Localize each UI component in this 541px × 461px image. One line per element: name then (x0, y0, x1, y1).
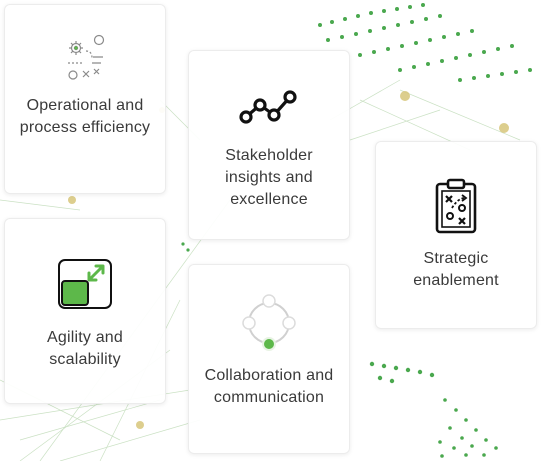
card-label: Strategic enablement (413, 250, 499, 289)
strategy-clipboard-icon (435, 178, 477, 234)
line-trend-icon (239, 90, 297, 124)
card-agility-scalability: Agility and scalability (4, 218, 166, 404)
card-stakeholder-insights: Stakeholder insights and excellence (188, 50, 350, 240)
gears-process-icon (68, 34, 105, 80)
card-operational-efficiency: Operational and process efficiency (4, 4, 166, 194)
expand-scale-icon (58, 259, 112, 309)
card-label: Stakeholder insights and excellence (225, 147, 313, 208)
card-label: Operational and process efficiency (19, 97, 151, 136)
card-collaboration-communication: Collaboration and communication (188, 264, 350, 454)
network-circle-icon (242, 294, 296, 351)
card-label: Collaboration and communication (204, 367, 334, 406)
card-label: Agility and scalability (46, 329, 124, 368)
card-strategic-enablement: Strategic enablement (375, 141, 537, 329)
